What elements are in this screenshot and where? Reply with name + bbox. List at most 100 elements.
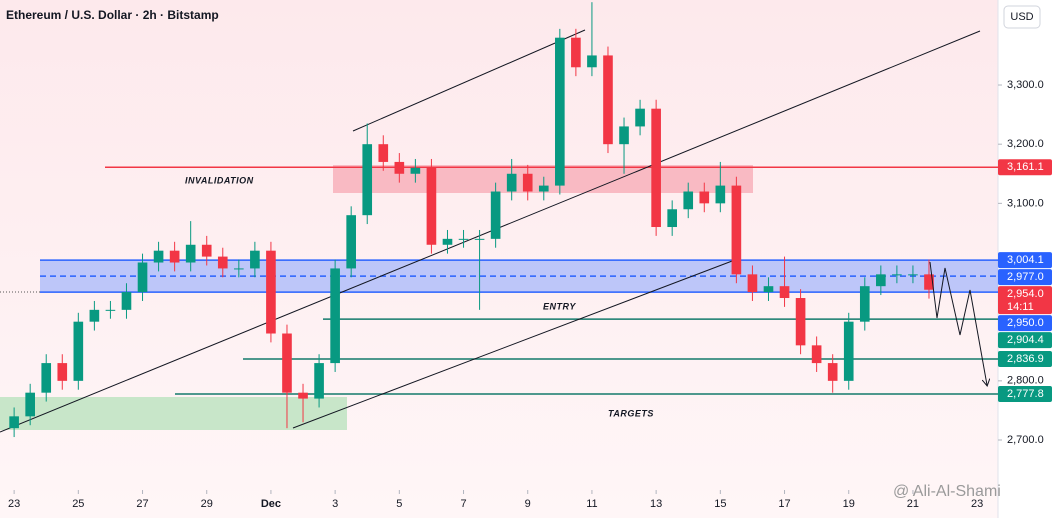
candle-body xyxy=(538,185,549,192)
candle-body xyxy=(25,392,35,417)
y-tick-label: 3,100.0 xyxy=(1007,197,1044,209)
candle-body xyxy=(587,55,597,68)
candle-body xyxy=(506,173,517,192)
plot-background xyxy=(0,0,998,518)
x-tick-label: 7 xyxy=(460,498,466,510)
candle-body xyxy=(89,309,100,322)
candle-body xyxy=(41,363,52,393)
currency-box[interactable] xyxy=(1003,5,1041,29)
x-tick-label: 27 xyxy=(136,498,148,510)
candle-body xyxy=(410,167,421,174)
chart-title: Ethereum / U.S. Dollar · 2h · Bitstamp xyxy=(6,8,219,22)
y-tick-label: 2,800.0 xyxy=(1007,375,1044,387)
x-tick-label: 19 xyxy=(843,498,855,510)
watermark: @ Ali-Al-Shami xyxy=(893,483,1001,500)
candle-body xyxy=(811,345,822,364)
candle-body xyxy=(169,250,180,263)
y-tick-label: 3,300.0 xyxy=(1007,79,1044,91)
candle-body xyxy=(651,108,661,228)
candle-body xyxy=(314,363,324,399)
price-badge-label: 2,977.0 xyxy=(1007,271,1044,283)
candle-body xyxy=(282,333,292,393)
candle-body xyxy=(266,250,276,334)
price-badge xyxy=(998,385,1052,402)
annotation: ENTRY xyxy=(543,301,576,311)
price-badge-label: 2,954.0 xyxy=(1007,288,1044,300)
candle-body xyxy=(490,191,501,239)
entry-zone xyxy=(40,260,998,293)
candle-body xyxy=(667,209,677,228)
price-badge xyxy=(998,286,1052,315)
y-tick-label: 2,700.0 xyxy=(1007,434,1044,446)
annotation: TARGETS xyxy=(608,408,654,418)
candle-body xyxy=(105,309,116,311)
candle-body xyxy=(250,250,260,269)
x-tick-label: 25 xyxy=(72,498,84,510)
price-badge-label: 2,836.9 xyxy=(1007,353,1044,365)
x-tick-label: 3 xyxy=(332,498,338,510)
candle-body xyxy=(859,286,870,322)
price-badge xyxy=(998,159,1052,176)
candle-body xyxy=(731,185,742,275)
candle-body xyxy=(715,185,726,204)
x-tick-label: 15 xyxy=(714,498,726,510)
price-badge xyxy=(998,351,1052,368)
candle-body xyxy=(619,126,629,145)
candle-body xyxy=(876,274,886,287)
candle-body xyxy=(394,161,405,174)
x-tick-label: 23 xyxy=(8,498,20,510)
projection-path xyxy=(929,261,987,385)
candle-body xyxy=(458,238,469,240)
candle-body xyxy=(522,173,533,192)
x-tick-label: 17 xyxy=(778,498,790,510)
trend-line xyxy=(0,30,981,433)
candle-body xyxy=(892,274,902,276)
candle-body xyxy=(635,108,645,127)
x-tick-label: 9 xyxy=(525,498,531,510)
candle-body xyxy=(201,244,212,257)
candle-body xyxy=(234,268,244,270)
candle-body xyxy=(57,363,68,381)
price-badge xyxy=(998,332,1052,349)
candle-body xyxy=(924,274,934,290)
candle-body xyxy=(442,238,453,245)
currency-label[interactable]: USD xyxy=(1010,11,1033,23)
candle-body xyxy=(185,244,196,263)
candle-body xyxy=(121,292,132,310)
candle-body xyxy=(699,191,710,204)
candle-body xyxy=(843,321,854,381)
price-badge-label: 3,004.1 xyxy=(1007,254,1044,266)
candle-body xyxy=(346,215,356,269)
x-tick-label: 5 xyxy=(396,498,402,510)
candle-body xyxy=(779,286,790,299)
trend-line xyxy=(352,29,586,132)
price-badge-label: 3,161.1 xyxy=(1007,161,1044,173)
target-zone xyxy=(0,397,347,430)
candle-body xyxy=(426,167,437,245)
candle-body xyxy=(217,256,228,269)
candle-body xyxy=(683,191,694,210)
candle-body xyxy=(763,286,774,293)
price-badge-label: 2,777.8 xyxy=(1007,388,1044,400)
candle-body xyxy=(571,37,581,68)
price-badge-label: 2,950.0 xyxy=(1007,317,1044,329)
candle-body xyxy=(362,144,373,216)
candle-body xyxy=(908,274,918,276)
annotation: INVALIDATION xyxy=(185,175,254,185)
y-tick-label: 3,200.0 xyxy=(1007,138,1044,150)
price-badge-label: 2,904.4 xyxy=(1007,334,1044,346)
candle-body xyxy=(474,238,485,240)
candle-body xyxy=(137,262,148,293)
trend-line xyxy=(292,257,741,429)
x-tick-label: 11 xyxy=(586,498,597,510)
x-tick-label: 23 xyxy=(971,498,983,510)
candle-body xyxy=(603,55,613,145)
candle-body xyxy=(555,37,565,186)
price-badge xyxy=(998,269,1052,286)
candle-body xyxy=(330,268,340,364)
price-badge xyxy=(998,315,1052,332)
candle-body xyxy=(153,250,164,263)
price-badge xyxy=(998,252,1052,269)
candle-body xyxy=(827,363,838,381)
